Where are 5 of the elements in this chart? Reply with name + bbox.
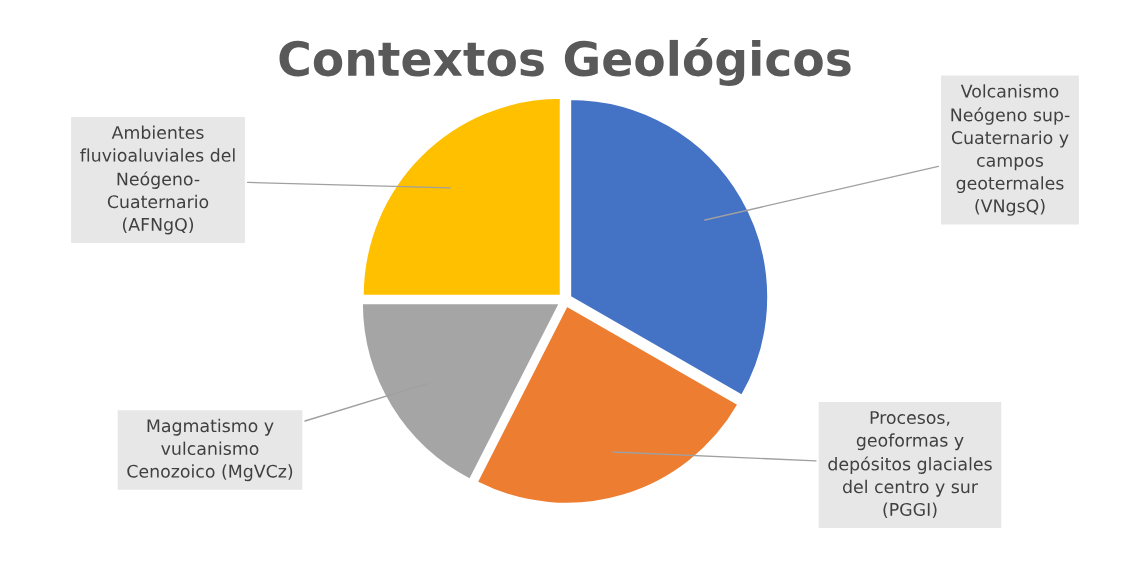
slice-label: Volcanismo Neógeno sup- Cuaternario y campos geotermales (VNgsQ) bbox=[951, 84, 1070, 216]
slice-label: Magmatismo y vulcanismo Cenozoico (MgVCz) bbox=[127, 418, 293, 482]
slice-label: Procesos, geoformas y depósitos glaciales del centro y sur (PGGI) bbox=[828, 411, 992, 519]
slice-label: Ambientes fluvioaluviales del Neógeno- Cuaternario (AFNgQ) bbox=[80, 125, 235, 235]
chart-title: Contextos Geológicos bbox=[279, 38, 851, 86]
